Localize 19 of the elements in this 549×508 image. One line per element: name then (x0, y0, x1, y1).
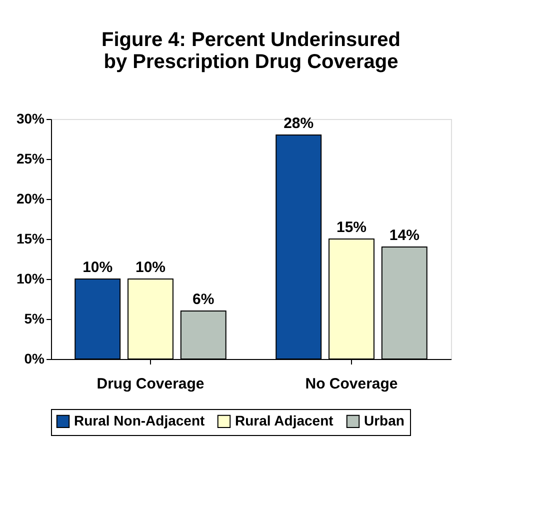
y-tick-label: 25% (16, 150, 46, 166)
x-tick-label: No Coverage (305, 376, 398, 392)
data-label: 15% (336, 219, 367, 236)
legend-label: Rural Non-Adjacent (74, 412, 206, 428)
data-label: 10% (135, 259, 166, 276)
data-label: 28% (284, 115, 314, 132)
y-tick-label: 30% (16, 110, 46, 126)
y-tick-label: 15% (16, 230, 46, 246)
legend-label: Rural Adjacent (235, 412, 334, 428)
y-tick-label: 0% (24, 350, 46, 366)
legend-label: Urban (364, 412, 404, 428)
chart-title: Figure 4: Percent Underinsured by Prescription Drug Coverage (102, 29, 400, 73)
data-label: 14% (389, 227, 420, 244)
y-tick-label: 5% (24, 310, 46, 326)
y-tick-label: 20% (16, 190, 46, 206)
y-tick-label: 10% (16, 270, 46, 286)
data-label: 10% (82, 259, 113, 276)
data-label: 6% (192, 291, 214, 308)
x-tick-label: Drug Coverage (96, 376, 204, 392)
